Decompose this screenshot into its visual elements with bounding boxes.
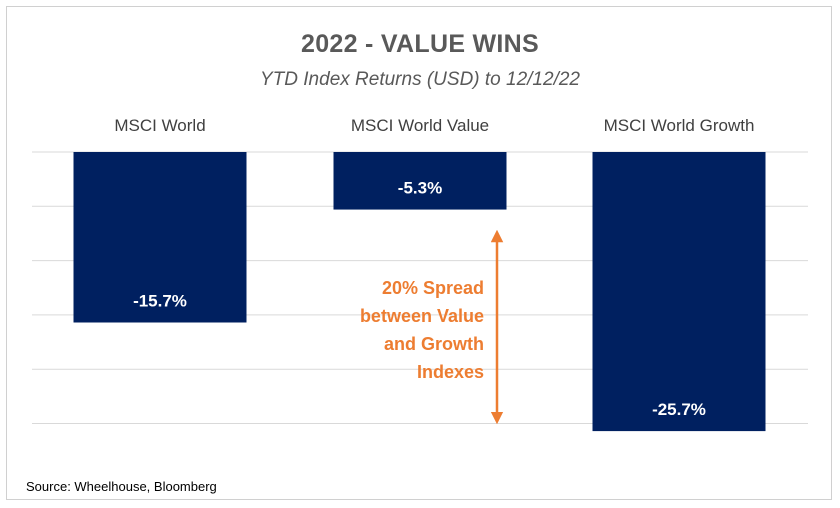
annotation-line: 20% Spread bbox=[382, 278, 484, 298]
annotation-line: Indexes bbox=[417, 362, 484, 382]
annotation-line: between Value bbox=[360, 306, 484, 326]
category-label: MSCI World Growth bbox=[604, 116, 755, 135]
category-label: MSCI World Value bbox=[351, 116, 489, 135]
bar-3 bbox=[592, 152, 766, 432]
source-note: Source: Wheelhouse, Bloomberg bbox=[26, 479, 217, 494]
bar-1 bbox=[73, 152, 247, 323]
bar-2 bbox=[333, 152, 507, 210]
chart-subtitle: YTD Index Returns (USD) to 12/12/22 bbox=[260, 69, 580, 90]
chart-title: 2022 - VALUE WINS bbox=[300, 30, 540, 58]
data-label: -5.3% bbox=[398, 179, 442, 198]
annotation-line: and Growth bbox=[384, 334, 484, 354]
data-label: -25.7% bbox=[652, 400, 706, 419]
data-label: -15.7% bbox=[133, 292, 187, 311]
category-label: MSCI World bbox=[114, 116, 205, 135]
